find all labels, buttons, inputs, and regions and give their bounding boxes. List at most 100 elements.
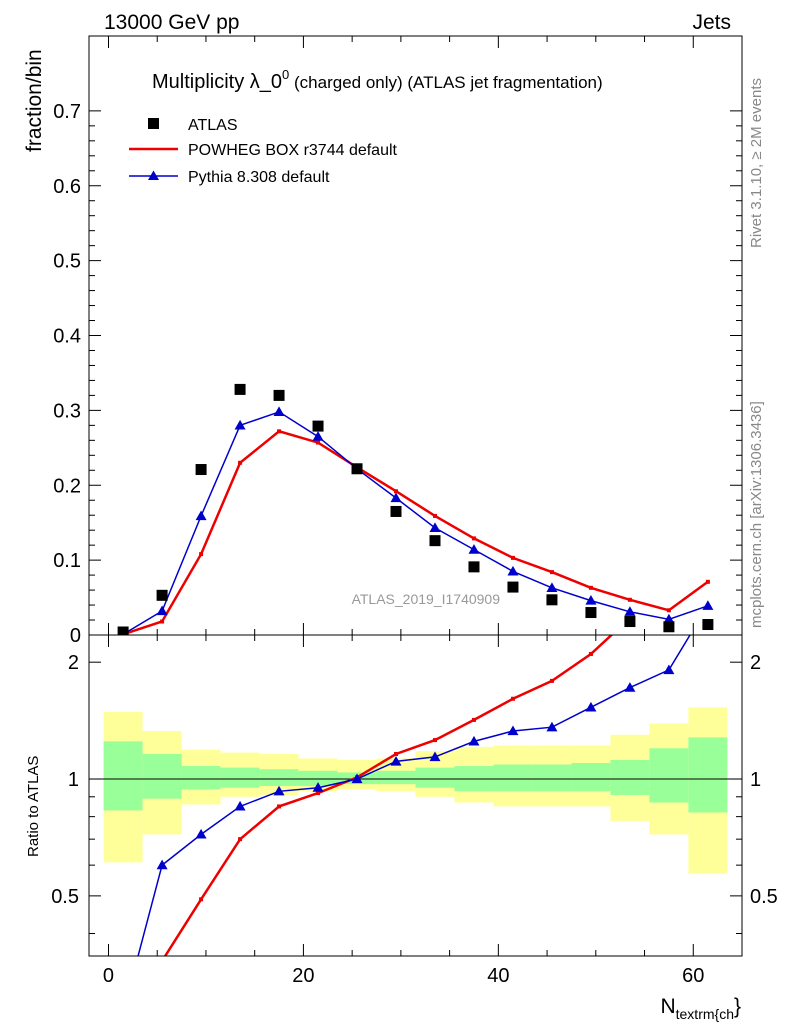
powheg-point <box>549 570 554 575</box>
pythia-ratio-point <box>195 828 207 839</box>
powheg-ratio-point <box>706 506 710 510</box>
atlas-point <box>624 616 636 628</box>
pythia-ratio-point <box>351 773 363 784</box>
powheg-ratio-point <box>588 651 593 656</box>
atlas-point <box>351 463 363 475</box>
x-axis-label: Ntextrm{ch} <box>660 995 741 1022</box>
main-ytick-label: 0 <box>70 625 81 647</box>
main-yticks: 0 0.1 0.2 0.3 0.4 0.5 0.6 0.7 <box>53 36 742 647</box>
powheg-ratio-point <box>238 837 243 842</box>
atlas-point <box>273 389 285 401</box>
legend-label-powheg: POWHEG BOX r3744 default <box>188 142 398 159</box>
pythia-ratio-point <box>273 785 285 796</box>
main-frame <box>88 35 743 636</box>
powheg-ratio-line <box>163 635 614 956</box>
powheg-point <box>432 513 437 518</box>
rivet-label: Rivet 3.1.10, ≥ 2M events <box>748 78 765 248</box>
main-ytick-label: 0.3 <box>53 400 81 422</box>
band-inner <box>649 748 689 803</box>
powheg-ratio-point <box>121 1011 125 1015</box>
main-panel: fraction/bin Multiplicity λ_00 (charged … <box>23 35 743 647</box>
ratio-panel: 0.5 0.5 1 1 2 2 0 20 40 60 Ratio to ATLAS Ntextr… <box>25 506 778 1022</box>
main-ytick-label: 0.5 <box>53 251 81 273</box>
powheg-ratio-point <box>510 696 515 701</box>
header-left: 13000 GeV pp <box>104 11 239 34</box>
ratio-ylabel: Ratio to ATLAS <box>25 756 42 857</box>
band-inner <box>142 754 182 799</box>
pythia-point <box>195 510 207 521</box>
pythia-ratio-point <box>507 725 519 736</box>
atlas-point <box>546 594 558 606</box>
watermark: ATLAS_2019_I1740909 <box>352 591 501 607</box>
pythia-point <box>507 565 519 576</box>
band-inner <box>688 737 728 813</box>
ratio-ytick-label-right: 0.5 <box>750 886 778 908</box>
main-ytick-label: 0.7 <box>53 101 81 123</box>
pythia-ratio-point <box>118 1007 129 1017</box>
ratio-ytick-label: 1 <box>68 769 79 791</box>
pythia-point <box>234 419 246 430</box>
pythia-ratio-point <box>234 800 246 811</box>
atlas-point <box>117 626 129 635</box>
powheg-ratio-point <box>471 717 476 722</box>
legend-label-atlas: ATLAS <box>188 117 238 134</box>
powheg-point <box>471 536 476 541</box>
powheg-point <box>510 555 515 560</box>
legend: ATLAS POWHEG BOX r3744 default Pythia 8.… <box>129 117 398 186</box>
ratio-yticks: 0.5 0.5 1 1 2 2 <box>51 652 778 934</box>
atlas-point <box>234 383 246 395</box>
pythia-ratio-point <box>429 751 441 762</box>
powheg-ratio-point <box>394 752 399 757</box>
powheg-point <box>160 619 165 624</box>
powheg-point <box>666 608 671 613</box>
band-inner <box>259 769 299 786</box>
ratio-ytick-label-right: 1 <box>750 769 761 791</box>
band-inner <box>415 767 455 788</box>
powheg-point <box>199 552 204 557</box>
x-axis-label-end: } <box>734 995 741 1018</box>
pythia-point <box>624 606 636 616</box>
pythia-point <box>702 600 714 610</box>
x-axis-label-sub: textrm{ch <box>676 1006 734 1022</box>
pythia-line <box>122 411 709 635</box>
powheg-point <box>277 429 282 434</box>
x-axis-label-main: N <box>660 995 675 1018</box>
ratio-band-layer <box>103 707 728 874</box>
powheg-ratio-point <box>432 738 437 743</box>
atlas-point <box>195 464 207 476</box>
pythia-point <box>546 582 558 592</box>
band-inner <box>220 767 260 788</box>
pythia-ratio-point <box>663 664 675 675</box>
powheg-ratio-point <box>549 678 554 683</box>
atlas-point <box>312 420 324 432</box>
pythia-ratio-point <box>156 859 168 870</box>
ratio-xticks: 0 20 40 60 <box>103 635 704 987</box>
powheg-point <box>394 489 399 494</box>
main-series <box>117 383 714 635</box>
powheg-ratio-point <box>160 959 164 963</box>
chart-title-sup: 0 <box>282 67 289 82</box>
powheg-ratio-point <box>667 592 671 596</box>
pythia-ratio-point <box>546 721 558 732</box>
atlas-point <box>585 607 597 619</box>
powheg-point <box>588 585 593 590</box>
atlas-point <box>156 589 168 601</box>
powheg-ratio-point <box>277 804 282 809</box>
pythia-ratio-point <box>468 735 480 746</box>
atlas-point <box>663 621 675 633</box>
legend-marker-atlas <box>148 118 159 129</box>
pythia-point <box>273 406 285 416</box>
atlas-point <box>390 505 402 517</box>
pythia-point <box>663 613 675 624</box>
ratio-ytick-label: 2 <box>68 652 79 674</box>
powheg-ratio-point <box>199 897 204 902</box>
atlas-point <box>702 619 714 631</box>
band-inner <box>103 741 143 811</box>
ratio-frame <box>88 634 743 957</box>
powheg-point <box>316 440 321 445</box>
main-ytick-label: 0.4 <box>53 326 81 348</box>
ratio-series <box>118 506 710 1017</box>
pythia-ratio-point <box>585 701 597 712</box>
ratio-xtick-label: 60 <box>682 965 704 987</box>
